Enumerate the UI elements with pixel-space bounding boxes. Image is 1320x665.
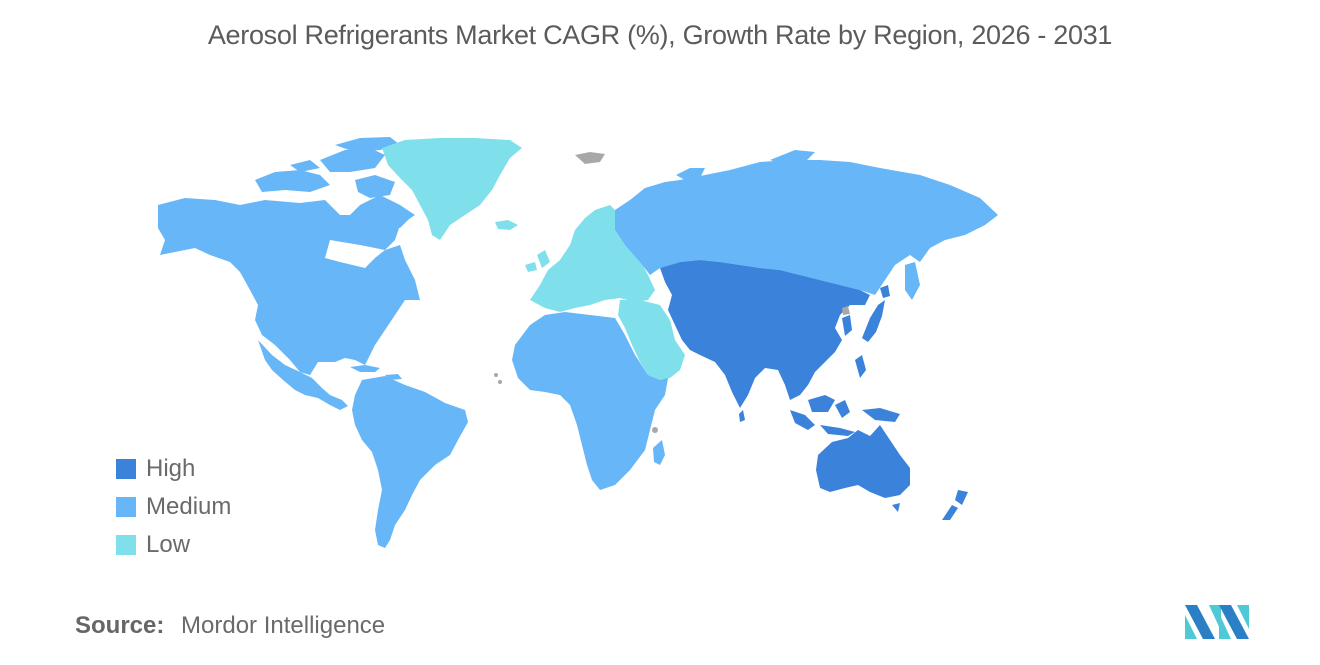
legend-swatch-medium	[116, 497, 136, 517]
legend: High Medium Low	[116, 450, 231, 564]
region-asia-high	[660, 260, 900, 436]
region-south-america	[352, 376, 468, 548]
source-value: Mordor Intelligence	[181, 612, 386, 639]
chart-title: Aerosol Refrigerants Market CAGR (%), Gr…	[207, 20, 1113, 50]
region-greenland	[382, 138, 522, 240]
legend-item-low: Low	[116, 526, 231, 564]
region-australia	[816, 425, 968, 520]
legend-label: Medium	[146, 493, 232, 520]
mordor-intelligence-logo-icon	[1185, 605, 1249, 639]
source-label: Source:	[75, 612, 165, 639]
region-middle-east	[618, 300, 685, 380]
region-north-america	[158, 137, 420, 410]
legend-label: High	[146, 455, 196, 482]
legend-item-high: High	[116, 450, 231, 488]
legend-label: Low	[146, 531, 191, 558]
source-line: Source: Mordor Intelligence	[75, 612, 385, 640]
legend-swatch-high	[116, 459, 136, 479]
region-russia	[615, 150, 998, 300]
region-no-data	[494, 152, 850, 433]
legend-swatch-low	[116, 535, 136, 555]
legend-item-medium: Medium	[116, 488, 231, 526]
region-europe	[525, 205, 655, 312]
region-africa	[512, 312, 668, 490]
